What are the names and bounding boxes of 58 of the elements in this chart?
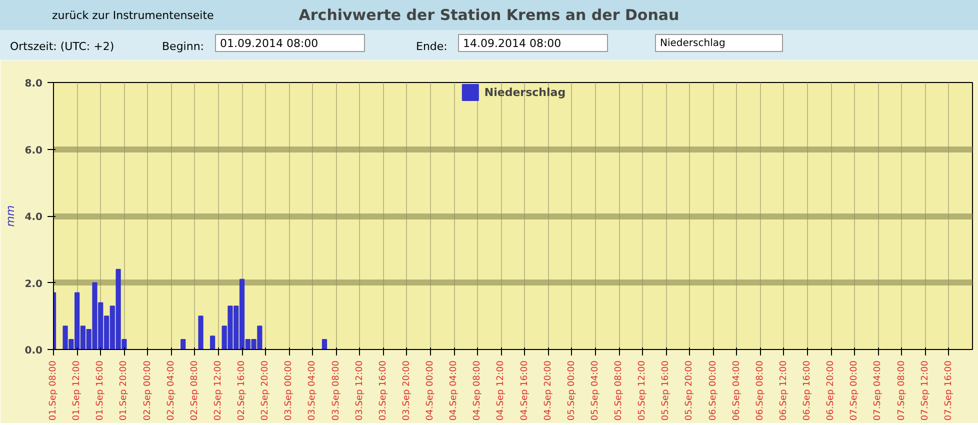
x-tick-label: 01.Sep 08:00	[48, 360, 58, 421]
y-axis-title: mm	[4, 205, 17, 227]
x-tick-label: 03.Sep 00:00	[284, 360, 294, 421]
x-tick-label: 07.Sep 00:00	[850, 360, 860, 421]
x-tick-label: 01.Sep 16:00	[96, 360, 106, 421]
x-tick-label: 04.Sep 04:00	[449, 360, 460, 421]
x-tick-label: 05.Sep 16:00	[661, 360, 672, 421]
chart-title: Archivwerte der Station Krems an der Donau	[298, 6, 680, 24]
x-tick-label: 02.Sep 04:00	[166, 360, 176, 421]
x-tick-label: 02.Sep 20:00	[260, 360, 271, 421]
y-tick-label: 2.0	[24, 278, 43, 290]
y-tick-label: 8.0	[24, 78, 43, 90]
x-tick-label: 07.Sep 04:00	[873, 360, 884, 421]
bar	[198, 316, 204, 350]
x-tick-label: 04.Sep 12:00	[496, 360, 506, 421]
x-tick-label: 03.Sep 20:00	[402, 360, 412, 421]
x-tick-label: 02.Sep 00:00	[142, 360, 153, 421]
x-tick-label: 07.Sep 16:00	[944, 360, 954, 421]
x-tick-label: 06.Sep 00:00	[708, 360, 718, 421]
text: Ortszeit: (UTC: +2)	[10, 39, 114, 55]
x-tick-label: 02.Sep 12:00	[213, 360, 224, 421]
text: Niederschlag	[655, 34, 783, 52]
x-tick-label: 04.Sep 20:00	[543, 360, 554, 421]
bar	[180, 338, 186, 350]
x-tick-label: 02.Sep 08:00	[190, 360, 200, 421]
x-tick-label: 05.Sep 04:00	[590, 360, 600, 421]
text: zurück zur Instrumentenseite	[52, 8, 214, 24]
bar	[210, 336, 216, 350]
x-tick-label: 07.Sep 12:00	[920, 360, 930, 421]
x-tick-label: 07.Sep 08:00	[896, 360, 907, 421]
x-tick-label: 05.Sep 20:00	[684, 360, 695, 421]
x-tick-label: 04.Sep 16:00	[520, 360, 530, 421]
text: Ende:	[416, 39, 448, 55]
text: 14.09.2014 08:00	[458, 34, 608, 52]
x-tick-label: 06.Sep 12:00	[778, 360, 789, 421]
y-tick-label: 4.0	[24, 212, 43, 223]
x-tick-label: 06.Sep 16:00	[802, 360, 813, 421]
x-tick-label: 01.Sep 20:00	[119, 360, 130, 421]
x-tick-label: 06.Sep 04:00	[732, 360, 742, 421]
x-tick-label: 06.Sep 20:00	[826, 360, 836, 421]
x-tick-label: 02.Sep 16:00	[237, 360, 248, 421]
x-tick-label: 03.Sep 04:00	[308, 360, 318, 421]
x-tick-label: 05.Sep 12:00	[638, 360, 648, 421]
x-tick-label: 04.Sep 08:00	[472, 360, 483, 421]
text: Beginn:	[162, 39, 204, 55]
x-tick-label: 06.Sep 08:00	[755, 360, 766, 421]
x-tick-label: 03.Sep 16:00	[378, 360, 388, 421]
text: 01.09.2014 08:00	[215, 34, 365, 52]
y-tick-label: 6.0	[24, 145, 43, 156]
x-tick-label: 05.Sep 08:00	[614, 360, 624, 421]
x-tick-label: 03.Sep 08:00	[331, 360, 342, 421]
x-tick-label: 05.Sep 00:00	[566, 360, 577, 421]
x-tick-label: 04.Sep 00:00	[426, 360, 436, 421]
x-tick-label: 03.Sep 12:00	[354, 360, 365, 421]
y-tick-label: 0.0	[24, 346, 43, 356]
legend-label: Niederschlag	[484, 86, 566, 98]
x-tick-label: 01.Sep 12:00	[72, 360, 82, 421]
bar	[322, 338, 328, 350]
